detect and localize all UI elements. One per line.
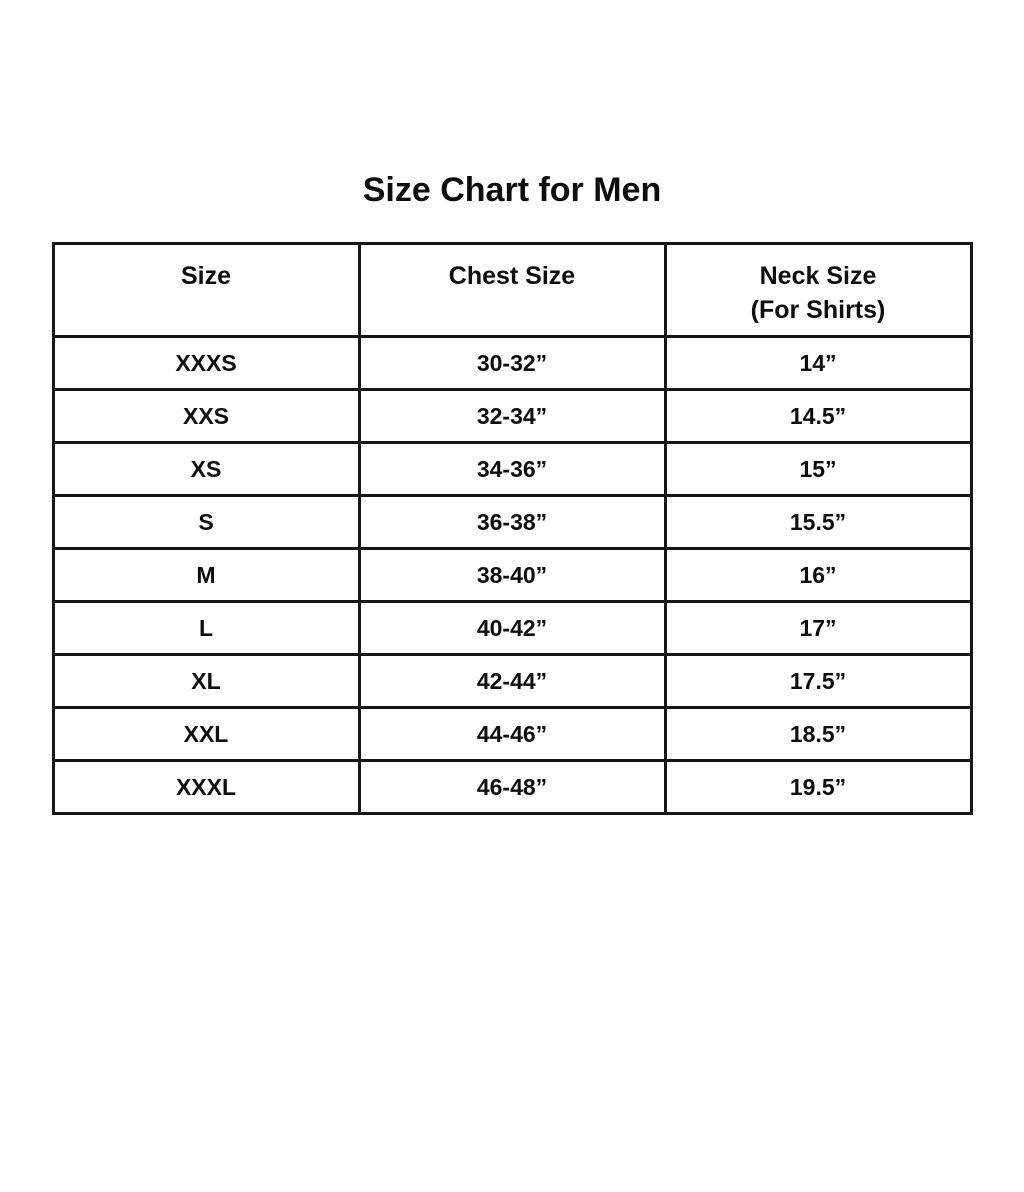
cell-size: S [51,494,361,550]
column-header-chest-size-label: Chest Size [448,262,576,290]
cell-size: XXXS [51,335,361,391]
column-header-neck-size: Neck Size (For Shirts) [663,242,973,338]
size-chart-page: Size Chart for Men Size Chest Size Neck … [0,168,1024,815]
table-row-l: L 40-42” 17” [51,600,973,656]
cell-neck-size: 16” [663,547,973,603]
cell-size: XS [51,441,361,497]
cell-size: XL [51,653,361,709]
table-row-m: M 38-40” 16” [51,547,973,603]
table-row-xxs: XXS 32-34” 14.5” [51,388,973,444]
cell-chest-size: 46-48” [357,759,667,815]
cell-neck-size: 15.5” [663,494,973,550]
cell-chest-size: 40-42” [357,600,667,656]
cell-size: XXL [51,706,361,762]
cell-chest-size: 32-34” [357,388,667,444]
cell-chest-size: 42-44” [357,653,667,709]
cell-neck-size: 19.5” [663,759,973,815]
cell-neck-size: 14” [663,335,973,391]
table-row-xxxs: XXXS 30-32” 14” [51,335,973,391]
column-header-chest-size: Chest Size [357,242,667,338]
cell-chest-size: 44-46” [357,706,667,762]
table-row-s: S 36-38” 15.5” [51,494,973,550]
header-row: Size Chest Size Neck Size (For Shirts) [51,242,973,338]
size-chart-table: Size Chest Size Neck Size (For Shirts) X… [51,242,973,815]
table-header: Size Chest Size Neck Size (For Shirts) [51,242,973,338]
page-title: Size Chart for Men [362,171,662,209]
cell-chest-size: 30-32” [357,335,667,391]
table-body: XXXS 30-32” 14” XXS 32-34” 14.5” XS 34-3… [51,335,973,815]
cell-neck-size: 17” [663,600,973,656]
column-header-neck-size-sublabel: (For Shirts) [750,296,886,324]
table-row-xxxl: XXXL 46-48” 19.5” [51,759,973,815]
cell-size: XXXL [51,759,361,815]
cell-size: M [51,547,361,603]
table-row-xxl: XXL 44-46” 18.5” [51,706,973,762]
table-row-xs: XS 34-36” 15” [51,441,973,497]
cell-chest-size: 38-40” [357,547,667,603]
cell-size: L [51,600,361,656]
table-row-xl: XL 42-44” 17.5” [51,653,973,709]
cell-size: XXS [51,388,361,444]
cell-neck-size: 17.5” [663,653,973,709]
cell-neck-size: 18.5” [663,706,973,762]
cell-chest-size: 36-38” [357,494,667,550]
column-header-size: Size [51,242,361,338]
cell-neck-size: 14.5” [663,388,973,444]
cell-neck-size: 15” [663,441,973,497]
column-header-size-label: Size [180,262,232,290]
cell-chest-size: 34-36” [357,441,667,497]
column-header-neck-size-label: Neck Size [759,262,877,290]
